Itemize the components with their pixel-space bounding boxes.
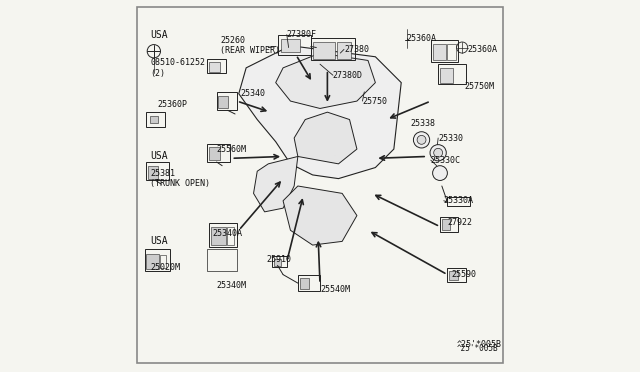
Bar <box>211 227 226 245</box>
Bar <box>145 249 170 271</box>
Bar <box>207 249 237 271</box>
Text: 25590: 25590 <box>451 270 476 279</box>
Bar <box>449 271 458 280</box>
Text: 25560M: 25560M <box>216 145 246 154</box>
Text: 27380: 27380 <box>344 45 369 54</box>
Text: 25360A: 25360A <box>407 34 436 43</box>
Bar <box>227 227 234 245</box>
Bar <box>147 254 159 269</box>
Text: 27380D: 27380D <box>333 71 363 80</box>
Text: 08510-61252
(2): 08510-61252 (2) <box>150 58 205 77</box>
Bar <box>337 42 351 59</box>
Bar <box>147 112 165 127</box>
Text: 25330C: 25330C <box>431 155 461 165</box>
Circle shape <box>430 145 446 161</box>
Polygon shape <box>294 112 357 164</box>
Text: 25260
(REAR WIPER): 25260 (REAR WIPER) <box>220 36 280 55</box>
Text: 25360A: 25360A <box>468 45 498 54</box>
Bar <box>147 162 168 180</box>
Bar <box>440 217 458 232</box>
Text: 25360P: 25360P <box>157 100 188 109</box>
Bar <box>281 39 300 52</box>
Bar <box>311 38 355 61</box>
Text: 25340M: 25340M <box>216 281 246 290</box>
Bar <box>207 144 230 162</box>
Bar <box>216 92 237 110</box>
Text: 25330: 25330 <box>438 134 463 142</box>
Text: 25330A: 25330A <box>444 196 474 205</box>
Bar <box>148 166 157 179</box>
Polygon shape <box>239 46 401 179</box>
Bar <box>298 275 320 291</box>
Text: ^25'*005B: ^25'*005B <box>456 344 498 353</box>
Polygon shape <box>276 53 376 109</box>
Text: 25750: 25750 <box>362 97 387 106</box>
Bar <box>431 40 458 62</box>
Bar <box>300 278 309 289</box>
Bar <box>161 255 166 268</box>
Bar <box>209 147 220 160</box>
Bar <box>207 59 226 73</box>
Bar <box>447 197 470 206</box>
Polygon shape <box>253 157 298 212</box>
Bar <box>272 256 287 267</box>
Circle shape <box>417 135 426 144</box>
Bar <box>440 68 453 83</box>
Text: ^25'*005B: ^25'*005B <box>456 340 502 349</box>
Bar <box>312 42 335 59</box>
Text: 25020M: 25020M <box>150 263 180 272</box>
Bar <box>218 96 228 109</box>
Bar <box>433 44 445 61</box>
Bar <box>442 219 450 230</box>
Bar <box>209 62 220 71</box>
Text: 27380F: 27380F <box>287 30 317 39</box>
Bar <box>150 116 157 123</box>
Bar <box>447 44 456 61</box>
Text: 27922: 27922 <box>447 218 472 227</box>
Text: 25340A: 25340A <box>213 230 243 238</box>
Circle shape <box>434 148 443 157</box>
Bar <box>274 259 281 266</box>
Text: 25340: 25340 <box>241 89 266 98</box>
Polygon shape <box>283 186 357 245</box>
Text: 25381
(TRUNK OPEN): 25381 (TRUNK OPEN) <box>150 169 210 188</box>
Bar <box>447 268 466 282</box>
Bar <box>438 64 466 84</box>
Text: 25540M: 25540M <box>320 285 350 294</box>
Text: 25910: 25910 <box>266 255 291 264</box>
Text: USA: USA <box>150 236 168 246</box>
Circle shape <box>413 132 429 148</box>
Text: 25338: 25338 <box>410 119 435 128</box>
Circle shape <box>433 166 447 180</box>
Text: USA: USA <box>150 30 168 40</box>
Text: USA: USA <box>150 151 168 161</box>
Bar <box>278 35 311 55</box>
Bar <box>209 223 237 247</box>
Text: 25750M: 25750M <box>464 82 494 91</box>
